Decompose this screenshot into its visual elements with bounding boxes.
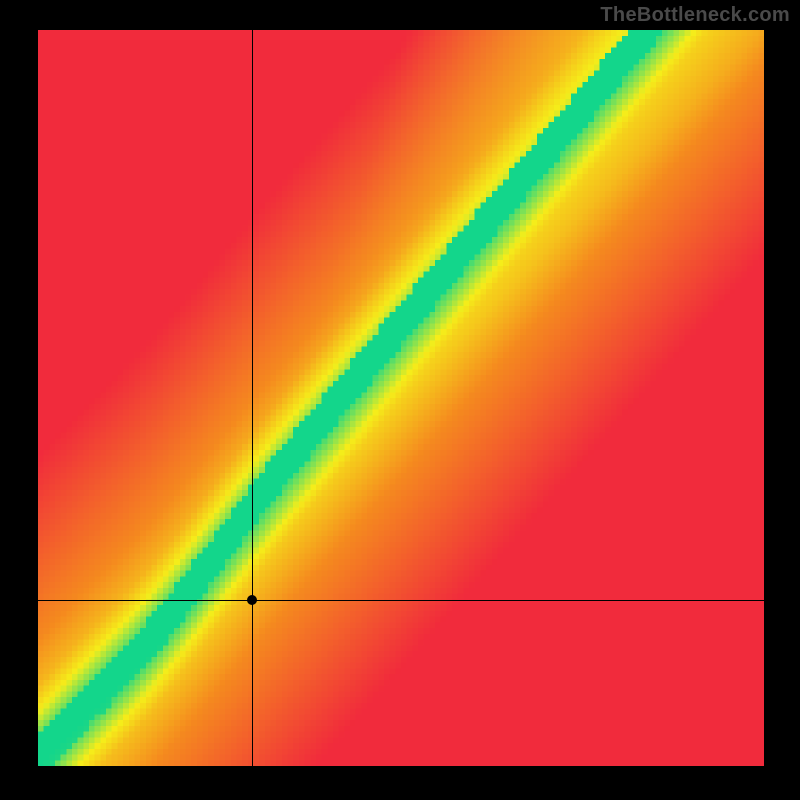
watermark-text: TheBottleneck.com (600, 4, 790, 27)
heatmap-plot (38, 30, 764, 766)
crosshair-vertical (252, 30, 253, 766)
data-point-marker (247, 595, 257, 605)
crosshair-horizontal (38, 600, 764, 601)
heatmap-canvas (38, 30, 764, 766)
